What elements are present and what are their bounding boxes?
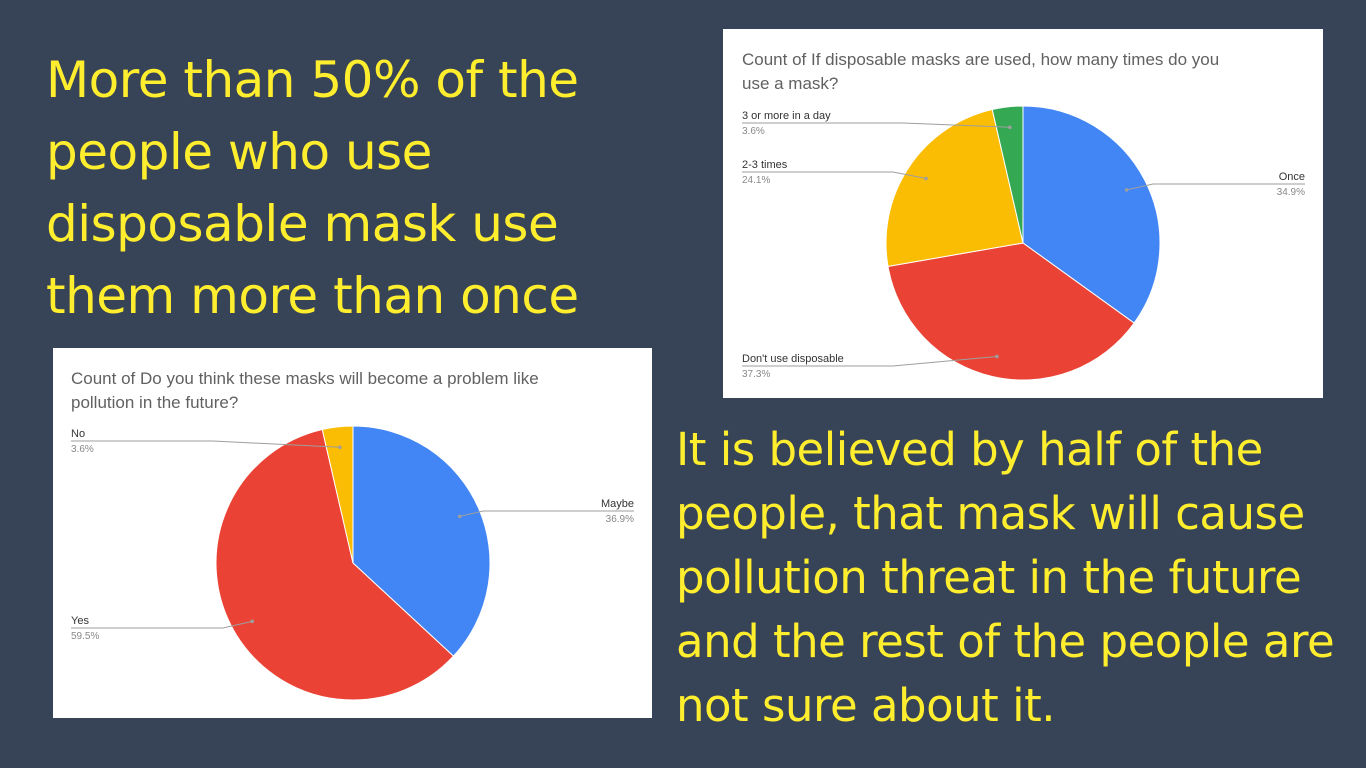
slice-pct-no: 3.6% bbox=[71, 444, 94, 455]
chart-title-line-2: pollution in the future? bbox=[71, 393, 238, 412]
slice-label-2-3-times: 2-3 times bbox=[742, 159, 788, 171]
chart-card-pollution: Count of Do you think these masks will b… bbox=[53, 348, 652, 718]
pie-chart-pollution: Count of Do you think these masks will b… bbox=[71, 369, 634, 701]
chart-title-line-2: use a mask? bbox=[742, 74, 838, 93]
pie-slice-once bbox=[1022, 105, 1161, 324]
slice-pct-don-t-use-disposable: 37.3% bbox=[742, 369, 770, 380]
leader-line-once bbox=[1126, 183, 1305, 191]
headline-top: More than 50% of the people who use disp… bbox=[46, 51, 579, 325]
slice-label-don-t-use-disposable: Don't use disposable bbox=[742, 353, 844, 365]
slice-label-maybe: Maybe bbox=[601, 498, 634, 510]
leader-dot-3-or-more-in-a-day bbox=[1008, 125, 1012, 130]
slice-pct-once: 34.9% bbox=[1277, 187, 1305, 198]
leader-line-3-or-more-in-a-day bbox=[742, 122, 1010, 128]
leader-dot-don-t-use-disposable bbox=[995, 354, 999, 359]
chart-title-line-1: Count of Do you think these masks will b… bbox=[71, 369, 539, 388]
slice-pct-yes: 59.5% bbox=[71, 631, 99, 642]
headline-bottom: It is believed by half of the people, th… bbox=[676, 423, 1335, 732]
pie-chart-usage: Count of If disposable masks are used, h… bbox=[742, 50, 1305, 381]
slice-pct-maybe: 36.9% bbox=[606, 514, 634, 525]
pie-slice-maybe bbox=[352, 425, 491, 657]
chart-title-line-1: Count of If disposable masks are used, h… bbox=[742, 50, 1219, 69]
leader-dot-once bbox=[1124, 188, 1129, 192]
slice-label-no: No bbox=[71, 428, 85, 440]
pie-slice-3-or-more-in-a-day bbox=[991, 105, 1024, 244]
slice-pct-2-3-times: 24.1% bbox=[742, 175, 770, 186]
slice-label-3-or-more-in-a-day: 3 or more in a day bbox=[742, 110, 831, 122]
slice-label-once: Once bbox=[1279, 171, 1305, 183]
slice-label-yes: Yes bbox=[71, 615, 89, 627]
leader-line-yes bbox=[71, 620, 253, 629]
leader-line-don-t-use-disposable bbox=[742, 355, 997, 367]
slice-pct-3-or-more-in-a-day: 3.6% bbox=[742, 126, 765, 137]
leader-dot-2-3-times bbox=[924, 176, 928, 181]
pie-slice-2-3-times bbox=[885, 108, 1024, 267]
leader-line-no bbox=[71, 440, 340, 448]
leader-line-2-3-times bbox=[742, 171, 927, 180]
leader-line-maybe bbox=[459, 510, 634, 517]
pie-slice-don-t-use-disposable bbox=[887, 242, 1135, 381]
pie-slice-no bbox=[321, 425, 354, 564]
pie-slice-yes bbox=[215, 428, 455, 701]
chart-card-usage: Count of If disposable masks are used, h… bbox=[723, 29, 1323, 398]
